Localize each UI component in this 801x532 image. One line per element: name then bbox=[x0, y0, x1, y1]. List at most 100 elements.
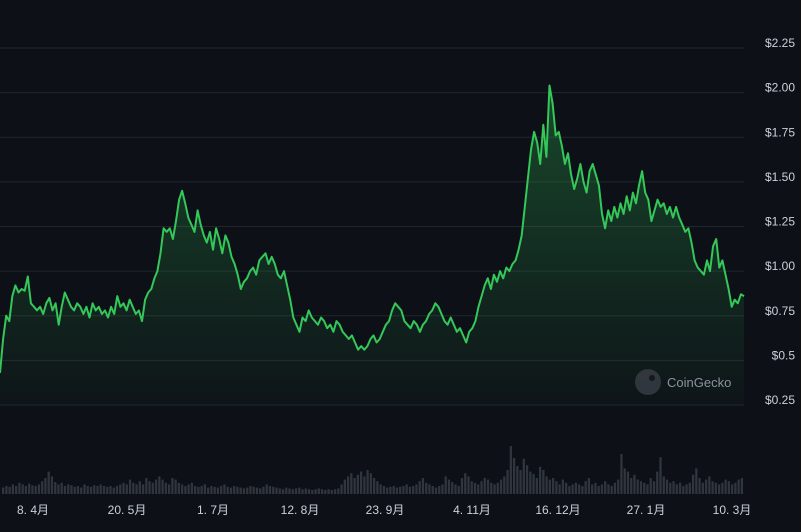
x-tick-label: 20. 5月 bbox=[108, 503, 147, 517]
y-tick-label: $0.75 bbox=[765, 304, 795, 318]
volume-bar bbox=[675, 484, 678, 494]
volume-bar bbox=[41, 481, 44, 494]
volume-bar bbox=[220, 486, 223, 494]
volume-bar bbox=[503, 476, 506, 494]
volume-bar bbox=[138, 481, 141, 494]
volume-bar bbox=[301, 489, 304, 494]
y-tick-label: $0.5 bbox=[772, 348, 796, 362]
volume-bar bbox=[522, 458, 525, 494]
watermark-text: CoinGecko bbox=[667, 375, 731, 390]
volume-bar bbox=[399, 486, 402, 494]
volume-bar bbox=[278, 488, 281, 494]
volume-bar bbox=[346, 476, 350, 494]
volume-bar bbox=[447, 479, 451, 494]
volume-bar bbox=[5, 486, 8, 494]
volume-bar bbox=[229, 487, 233, 494]
volume-bar bbox=[141, 484, 145, 494]
volume-bar bbox=[444, 476, 447, 494]
volume-bar bbox=[431, 486, 434, 494]
volume-bar bbox=[249, 486, 252, 494]
volume-bar bbox=[161, 479, 164, 494]
volume-bar bbox=[737, 479, 740, 494]
volume-bar bbox=[106, 486, 109, 494]
volume-bar bbox=[359, 471, 363, 494]
volume-bar bbox=[119, 484, 122, 494]
y-axis-ticks: $2.25 $2.00 $1.75 $1.50 $1.25 $1.00 $0.75 $0.5 $… bbox=[765, 36, 795, 407]
volume-bar bbox=[151, 482, 154, 494]
volume-bar bbox=[184, 486, 187, 494]
volume-bar bbox=[704, 479, 708, 494]
volume-bar bbox=[298, 487, 301, 494]
volume-bar bbox=[386, 487, 389, 494]
x-tick-label: 16. 12月 bbox=[535, 503, 580, 517]
x-axis-ticks: 8. 4月 20. 5月 1. 7月 12. 8月 23. 9月 4. 11月 16. 12… bbox=[17, 503, 751, 517]
volume-bar bbox=[63, 486, 67, 494]
volume-bar bbox=[519, 470, 522, 494]
volume-bar bbox=[34, 486, 37, 494]
volume-bar bbox=[262, 486, 265, 494]
volume-bar bbox=[223, 484, 226, 494]
volume-bar bbox=[24, 486, 28, 494]
volume-bar bbox=[239, 487, 242, 494]
volume-bar bbox=[613, 482, 617, 494]
volume-bar bbox=[44, 478, 47, 494]
volume-bar bbox=[213, 486, 216, 494]
volume-bar bbox=[727, 481, 730, 494]
volume-bar bbox=[180, 484, 184, 494]
volume-bar bbox=[109, 486, 112, 494]
volume-bar bbox=[695, 468, 698, 494]
volume-bar bbox=[60, 482, 63, 494]
volume-bar bbox=[451, 482, 454, 494]
volume-bar bbox=[574, 482, 578, 494]
volume-bar bbox=[662, 476, 665, 494]
volume-bar bbox=[311, 490, 314, 494]
volume-bar bbox=[190, 482, 194, 494]
volume-bar bbox=[2, 487, 5, 494]
volume-bar bbox=[682, 486, 685, 494]
volume-bar bbox=[389, 486, 392, 494]
volume-bar bbox=[438, 486, 441, 494]
volume-bar bbox=[285, 487, 288, 494]
volume-bar bbox=[529, 471, 532, 494]
volume-bar bbox=[187, 484, 190, 494]
volume-bar bbox=[480, 481, 483, 494]
y-tick-label: $2.25 bbox=[765, 36, 795, 50]
volume-bar bbox=[246, 487, 249, 494]
volume-bar bbox=[21, 484, 24, 494]
volume-bar bbox=[145, 478, 148, 494]
volume-bar bbox=[402, 486, 405, 494]
volume-bar bbox=[15, 486, 18, 494]
volume-bar bbox=[259, 488, 262, 494]
volume-bar bbox=[203, 484, 207, 494]
volume-bar bbox=[226, 486, 229, 494]
volume-bar bbox=[99, 484, 102, 494]
volume-bar bbox=[412, 486, 415, 494]
volume-bar bbox=[594, 482, 597, 494]
volume-bar bbox=[685, 484, 688, 494]
volume-bar bbox=[236, 486, 239, 494]
volume-bar bbox=[356, 474, 359, 494]
volume-bar bbox=[171, 478, 174, 494]
volume-bar bbox=[591, 484, 594, 494]
volume-bar bbox=[678, 482, 682, 494]
volume-bar bbox=[194, 486, 197, 494]
volume-bar bbox=[714, 482, 717, 494]
volume-bar bbox=[493, 484, 496, 494]
volume-bar bbox=[721, 482, 724, 494]
volume-bar bbox=[216, 487, 220, 494]
volume-bar bbox=[724, 479, 727, 494]
volume-bar bbox=[561, 479, 565, 494]
volume-bar bbox=[620, 454, 623, 494]
x-tick-label: 8. 4月 bbox=[17, 503, 49, 517]
volume-bar bbox=[473, 482, 477, 494]
volume-bar bbox=[477, 484, 480, 494]
volume-bar bbox=[672, 481, 675, 494]
volume-bar bbox=[373, 478, 376, 494]
volume-bar bbox=[408, 486, 412, 494]
volume-bar bbox=[395, 487, 399, 494]
volume-bar bbox=[643, 482, 646, 494]
volume-bar bbox=[701, 482, 704, 494]
volume-bar bbox=[639, 481, 643, 494]
volume-bar bbox=[610, 486, 613, 494]
volume-bar bbox=[268, 486, 272, 494]
